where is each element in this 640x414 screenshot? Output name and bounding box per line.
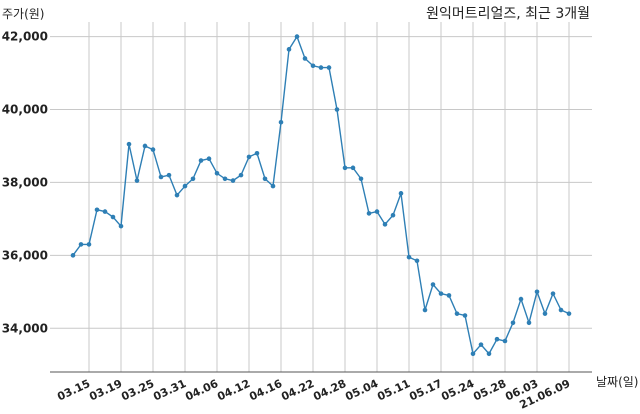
data-point: [366, 211, 372, 216]
x-tick-label: 05.24: [439, 377, 476, 404]
data-point: [502, 338, 508, 344]
data-points: [70, 34, 572, 357]
data-point: [390, 212, 396, 218]
x-tick-label: 03.31: [151, 377, 188, 403]
data-point: [238, 172, 244, 178]
data-point: [326, 65, 332, 70]
x-tick-label: 04.06: [183, 377, 220, 404]
x-tick-label: 05.28: [471, 377, 508, 403]
data-point: [174, 192, 180, 198]
x-axis-label: 날짜(일): [596, 375, 638, 389]
data-point: [414, 258, 420, 264]
data-point: [198, 158, 204, 163]
x-tick-label: 04.28: [311, 377, 348, 403]
data-point: [70, 253, 76, 258]
data-point: [358, 176, 364, 182]
data-point: [510, 320, 516, 326]
data-point: [462, 313, 468, 318]
data-point: [78, 242, 84, 247]
data-point: [182, 183, 188, 189]
data-point: [134, 178, 140, 183]
data-point: [454, 311, 460, 316]
data-point: [406, 254, 412, 260]
data-point: [150, 147, 156, 152]
x-tick-label: 03.15: [55, 377, 92, 403]
data-point: [214, 171, 220, 176]
data-point: [350, 165, 356, 171]
data-point: [542, 311, 548, 316]
data-point: [422, 307, 428, 313]
data-point: [318, 65, 324, 70]
data-point: [126, 141, 132, 147]
data-point: [158, 174, 164, 180]
data-point: [382, 222, 388, 227]
data-point: [190, 176, 196, 182]
data-point: [478, 342, 484, 347]
data-point: [342, 165, 348, 171]
data-point: [438, 291, 444, 296]
x-tick-labels: 03.1503.1903.2503.3104.0604.1204.1604.22…: [55, 377, 572, 412]
data-point: [86, 242, 92, 247]
data-point: [534, 289, 540, 295]
x-tick-label: 03.25: [119, 377, 156, 403]
data-point: [494, 336, 500, 342]
data-point: [118, 223, 124, 229]
data-point: [230, 178, 236, 183]
x-tick-label: 05.17: [407, 377, 444, 403]
data-point: [470, 351, 476, 357]
y-axis-label: 주가(원): [2, 7, 44, 21]
y-tick-label: 42,000: [2, 30, 48, 44]
data-point: [102, 209, 108, 214]
data-point: [526, 320, 532, 326]
data-point: [262, 176, 268, 182]
x-tick-label: 04.12: [215, 377, 252, 403]
x-tick-label: 03.19: [87, 377, 124, 403]
data-point: [286, 47, 292, 52]
data-point: [142, 143, 148, 149]
data-point: [518, 296, 524, 302]
y-tick-label: 40,000: [2, 103, 48, 117]
data-point: [222, 176, 228, 182]
data-point: [566, 311, 572, 316]
data-point: [278, 119, 284, 125]
data-point: [110, 214, 116, 220]
data-point: [446, 293, 452, 298]
data-point: [270, 183, 276, 189]
data-point: [430, 282, 436, 287]
y-tick-label: 34,000: [2, 321, 48, 335]
data-point: [206, 156, 212, 162]
data-point: [94, 207, 100, 213]
x-tick-label: 04.16: [247, 377, 284, 404]
data-point: [302, 56, 308, 61]
data-point: [334, 107, 340, 112]
chart-title: 원익머트리얼즈, 최근 3개월: [426, 6, 590, 22]
grid-lines: [50, 22, 592, 372]
data-point: [374, 209, 380, 214]
data-point: [310, 63, 316, 69]
data-point: [486, 351, 492, 357]
data-point: [294, 34, 300, 39]
x-tick-label: 05.04: [343, 377, 380, 404]
data-point: [558, 307, 564, 313]
x-tick-label: 04.22: [279, 377, 316, 403]
data-point: [550, 291, 556, 296]
data-point: [166, 172, 172, 178]
y-tick-label: 38,000: [2, 175, 48, 189]
data-point: [254, 150, 260, 156]
y-tick-label: 36,000: [2, 248, 48, 262]
y-tick-labels: 34,000 36,000 38,000 40,000 42,000: [2, 30, 48, 336]
data-point: [246, 154, 252, 160]
data-point: [398, 191, 404, 196]
x-tick-label: 05.11: [375, 377, 412, 403]
series-line: [72, 34, 570, 356]
